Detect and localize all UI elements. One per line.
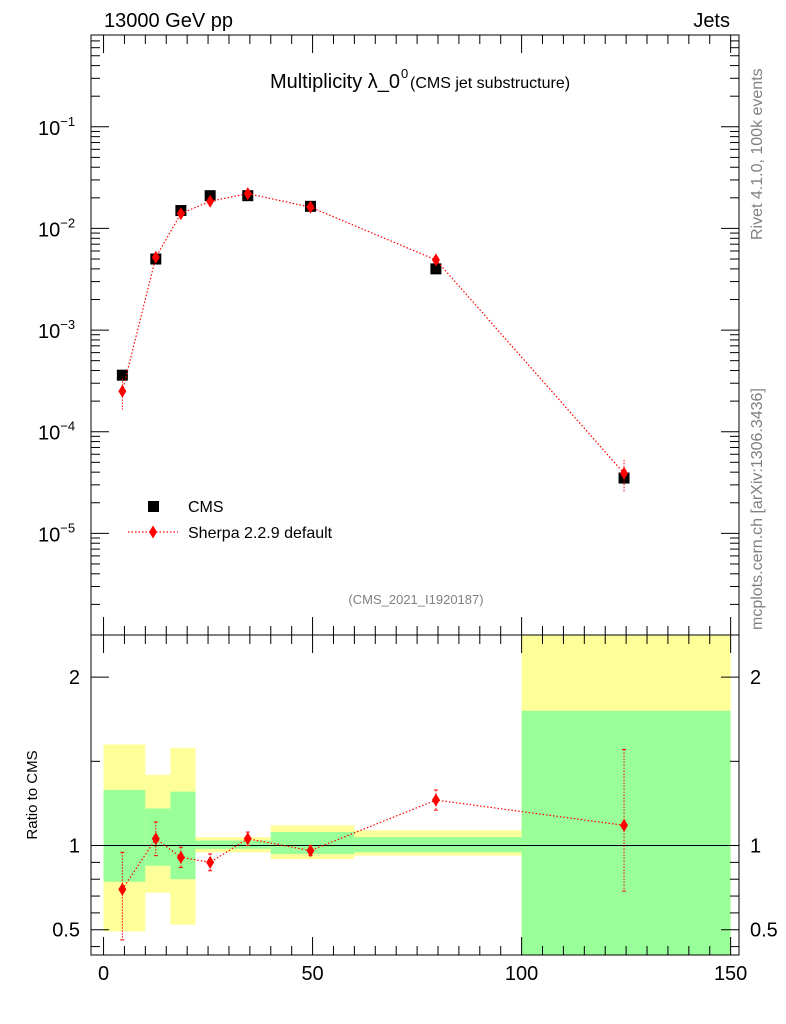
ratio-sherpa-point: [176, 850, 185, 864]
tick-exponent: −3: [60, 317, 75, 332]
ratio-y-axis-label: Ratio to CMS: [24, 750, 41, 839]
ratio-sherpa-point: [118, 882, 127, 896]
ratio-sherpa-point: [151, 832, 160, 846]
ratio-sherpa-point: [620, 818, 629, 832]
ratio-y-tick-label: 2: [69, 667, 80, 689]
cms-data-point: [116, 369, 128, 381]
ratio-uncertainty-band-green: [354, 837, 522, 853]
plot-title: Multiplicity λ_0: [270, 71, 400, 93]
legend: CMS Sherpa 2.2.9 default: [128, 499, 333, 542]
ratio-uncertainty-band-green: [521, 710, 731, 955]
tick-exponent: −5: [60, 520, 75, 535]
tick-exponent: −1: [60, 114, 75, 129]
sherpa-data-point: [151, 250, 160, 264]
tick-mantissa: 10: [38, 219, 60, 241]
ratio-sherpa-point: [306, 844, 315, 858]
analysis-id-label: (CMS_2021_I1920187): [348, 592, 483, 607]
sherpa-curve: [121, 193, 625, 474]
legend-sherpa-label: Sherpa 2.2.9 default: [188, 525, 333, 542]
tick-exponent: −4: [60, 419, 75, 434]
main-y-tick-label: 10−5: [38, 520, 75, 546]
tick-mantissa: 10: [38, 423, 60, 445]
main-plot-frame: [90, 34, 740, 636]
ratio-uncertainty-band-green: [103, 789, 146, 882]
sherpa-data-point: [431, 253, 440, 267]
ratio-y-tick-label: 0.5: [52, 920, 80, 942]
legend-cms-marker: [148, 501, 159, 512]
ratio-y-tick-label: 1: [69, 836, 80, 858]
ratio-plot-frame: [90, 634, 740, 956]
x-tick-label: 0: [98, 963, 109, 985]
ratio-uncertainty-band-green: [170, 791, 196, 880]
ratio-sherpa-point: [206, 855, 215, 869]
main-y-tick-label: 10−4: [38, 419, 75, 445]
sherpa-data-point: [206, 194, 215, 208]
legend-sherpa-marker: [149, 525, 157, 539]
sherpa-data-point: [243, 187, 252, 201]
main-y-tick-label: 10−2: [38, 215, 75, 241]
sherpa-data-point: [176, 207, 185, 221]
ratio-sherpa-point: [243, 832, 252, 846]
x-tick-label: 50: [301, 963, 323, 985]
main-y-tick-label: 10−3: [38, 317, 75, 343]
tick-mantissa: 10: [38, 118, 60, 140]
main-y-tick-label: 10−1: [38, 114, 75, 140]
plot-subtitle: (CMS jet substructure): [410, 75, 570, 92]
legend-cms-label: CMS: [188, 499, 224, 516]
ratio-plot-panel: 0.5 0.5 1 1 2 2 0 50 100 150 Ratio to CMS: [24, 634, 778, 985]
tick-mantissa: 10: [38, 524, 60, 546]
sherpa-data-point: [118, 384, 127, 398]
header-left-label: 13000 GeV pp: [104, 10, 233, 32]
ratio-uncertainty-band-green: [195, 840, 271, 849]
sherpa-data-point: [620, 466, 629, 480]
header-right-label: Jets: [693, 10, 730, 32]
rivet-label: Rivet 4.1.0, 100k events: [749, 68, 766, 240]
ratio-sherpa-curve: [121, 799, 625, 890]
cms-data-point: [430, 263, 442, 275]
plot-title-superscript: 0: [401, 66, 408, 81]
x-tick-label: 150: [714, 963, 747, 985]
tick-exponent: −2: [60, 215, 75, 230]
ratio-uncertainty-band-green: [270, 832, 355, 854]
ratio-y-tick-label-right: 1: [750, 836, 761, 858]
ratio-sherpa-point: [431, 793, 440, 807]
tick-mantissa: 10: [38, 321, 60, 343]
sherpa-data-point: [306, 200, 315, 214]
ratio-y-tick-label-right: 2: [750, 667, 761, 689]
x-tick-label: 100: [505, 963, 538, 985]
main-plot-panel: 10−110−210−310−410−5 Multiplicity λ_0 0 …: [38, 34, 740, 636]
ratio-y-tick-label-right: 0.5: [750, 920, 778, 942]
mcplots-label: mcplots.cern.ch [arXiv:1306.3436]: [749, 388, 766, 630]
